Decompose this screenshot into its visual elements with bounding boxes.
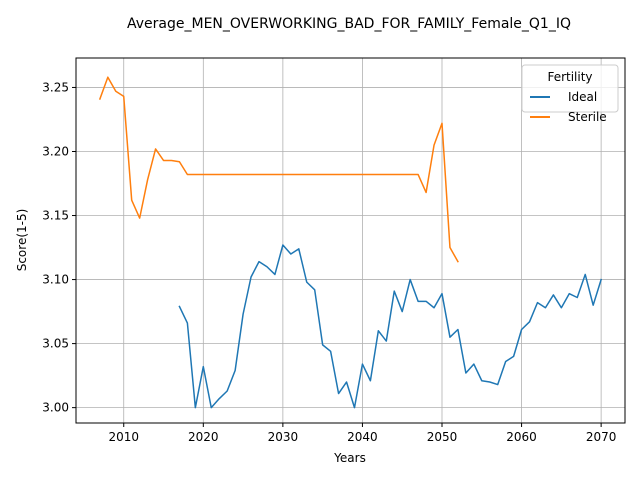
chart-title: Average_MEN_OVERWORKING_BAD_FOR_FAMILY_F…	[127, 16, 571, 32]
plot-frame	[75, 57, 626, 424]
series-lines	[98, 76, 603, 409]
x-tick-label: 2010	[108, 430, 139, 444]
y-tick-label: 3.25	[42, 80, 69, 94]
grid-lines	[76, 58, 625, 423]
x-axis-title: Years	[333, 451, 366, 465]
y-tick-label: 3.15	[42, 209, 69, 223]
x-tick-label: 2020	[188, 430, 219, 444]
legend-title: Fertility	[547, 70, 592, 84]
x-tick-label: 2050	[427, 430, 458, 444]
x-tick-label: 2030	[268, 430, 299, 444]
x-tick-label: 2060	[506, 430, 537, 444]
y-tick-label: 3.20	[42, 144, 69, 158]
series-line-sterile	[98, 76, 459, 263]
y-axis-title: Score(1-5)	[15, 209, 29, 272]
legend-label-sterile: Sterile	[568, 110, 607, 124]
y-axis-ticks: 3.00 3.05 3.10 3.15 3.20 3.25	[42, 80, 76, 415]
y-tick-label: 3.00	[42, 401, 69, 415]
x-tick-label: 2040	[347, 430, 378, 444]
y-tick-label: 3.10	[42, 273, 69, 287]
x-axis-ticks: 2010 2020 2030 2040 2050 2060 2070	[108, 423, 616, 444]
legend-box	[521, 64, 619, 113]
x-tick-label: 2070	[586, 430, 617, 444]
y-tick-label: 3.05	[42, 337, 69, 351]
legend-label-ideal: Ideal	[568, 90, 597, 104]
legend: Fertility Ideal Sterile	[521, 64, 619, 124]
series-line-ideal	[178, 244, 603, 409]
